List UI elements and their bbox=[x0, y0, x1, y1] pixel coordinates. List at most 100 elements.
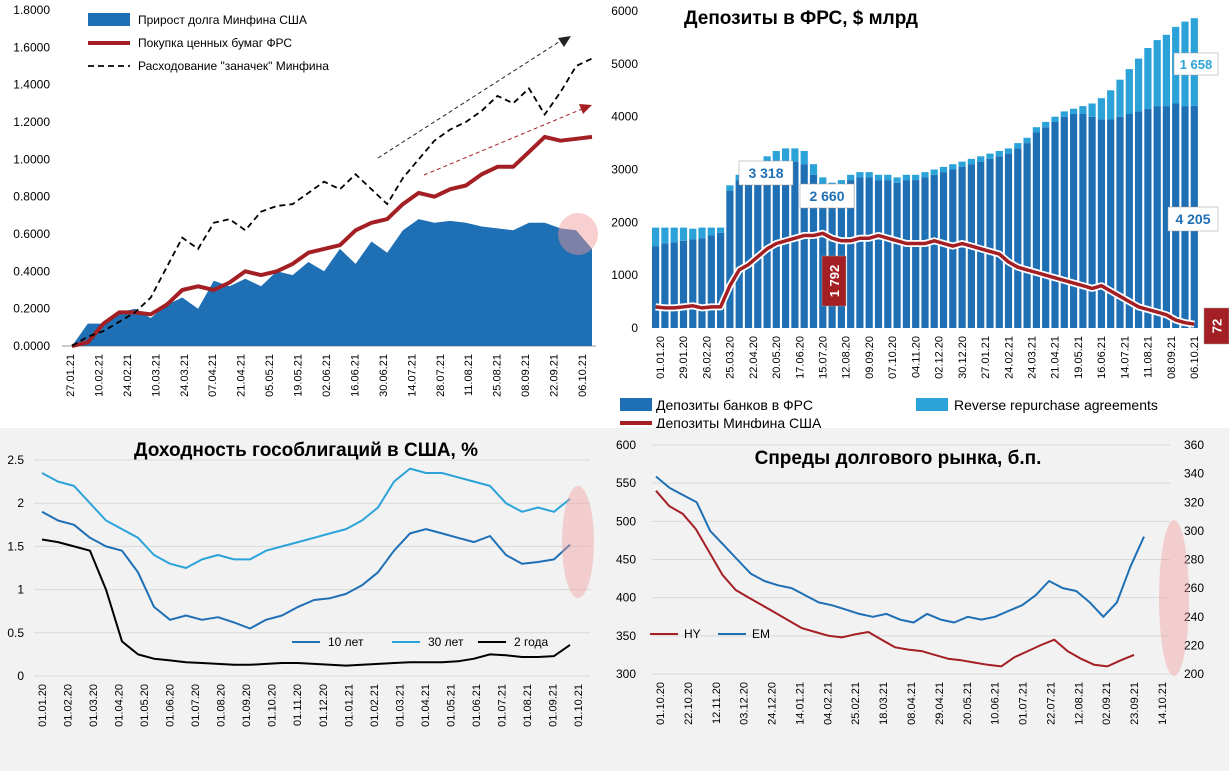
x-tick-label: 22.09.21 bbox=[549, 354, 561, 397]
y-tick-label: 500 bbox=[616, 514, 636, 528]
bar-reverse-repo bbox=[800, 151, 808, 165]
x-tick-label: 21.04.21 bbox=[1050, 336, 1062, 379]
bar-bank-deposits bbox=[1125, 114, 1133, 328]
data-label-tga-last: 72 bbox=[1210, 319, 1225, 333]
data-label-trough-box bbox=[799, 183, 855, 209]
data-label-peak: 3 318 bbox=[748, 165, 783, 181]
trend-arrow-black bbox=[377, 39, 563, 159]
bar-reverse-repo bbox=[782, 148, 790, 162]
bar-reverse-repo bbox=[912, 174, 920, 181]
bar-reverse-repo bbox=[791, 148, 799, 162]
series-line-treasury-deposits bbox=[655, 231, 1195, 326]
x-tick-label: 19.05.21 bbox=[1073, 336, 1085, 379]
bar-reverse-repo bbox=[726, 185, 734, 191]
y2-tick-label: 200 bbox=[1184, 667, 1204, 681]
x-tick-label: 01.01.21 bbox=[343, 684, 355, 727]
bar-reverse-repo bbox=[986, 153, 994, 159]
bar-reverse-repo bbox=[1060, 111, 1068, 117]
y-tick-label: 1000 bbox=[611, 268, 638, 282]
series-line-2y bbox=[41, 538, 571, 667]
y-tick-label: 0.8000 bbox=[13, 190, 50, 204]
bar-reverse-repo bbox=[1116, 79, 1124, 117]
bar-reverse-repo bbox=[698, 227, 706, 239]
y-tick-label: 1 bbox=[17, 583, 24, 597]
y-tick-label: 400 bbox=[616, 591, 636, 605]
bar-reverse-repo bbox=[1014, 143, 1022, 149]
bar-bank-deposits bbox=[884, 180, 892, 328]
x-tick-label: 02.12.20 bbox=[934, 336, 946, 379]
bar-bank-deposits bbox=[874, 180, 883, 328]
x-tick-label: 18.03.21 bbox=[878, 682, 890, 725]
x-tick-label: 14.07.21 bbox=[1119, 336, 1131, 379]
x-tick-label: 01.11.20 bbox=[292, 684, 304, 726]
bar-reverse-repo bbox=[819, 177, 827, 186]
bar-reverse-repo bbox=[1144, 48, 1152, 109]
x-tick-label: 21.04.21 bbox=[236, 354, 248, 397]
bar-reverse-repo bbox=[679, 227, 688, 241]
x-tick-label: 04.11.20 bbox=[910, 336, 922, 378]
x-tick-label: 27.01.21 bbox=[980, 336, 992, 379]
y-tick-label: 600 bbox=[616, 438, 636, 452]
y-tick-label: 2 bbox=[17, 496, 24, 510]
x-tick-label: 16.06.21 bbox=[1096, 336, 1108, 379]
chart-title: Доходность гособлигаций в США, % bbox=[134, 440, 478, 461]
bar-bank-deposits bbox=[856, 177, 864, 328]
bar-bank-deposits bbox=[735, 180, 743, 328]
x-tick-label: 01.10.20 bbox=[267, 684, 279, 727]
x-tick-label: 20.05.21 bbox=[962, 682, 974, 725]
legend-label: Прирост долга Минфина США bbox=[138, 13, 307, 27]
bar-reverse-repo bbox=[670, 227, 678, 243]
bar-bank-deposits bbox=[1144, 108, 1152, 328]
bar-bank-deposits bbox=[707, 235, 715, 328]
bar-bank-deposits bbox=[717, 232, 725, 328]
series-area-treasury-debt bbox=[72, 219, 592, 346]
bar-reverse-repo bbox=[1051, 116, 1059, 122]
x-tick-label: 12.11.20 bbox=[711, 682, 723, 724]
y-tick-label: 5000 bbox=[611, 57, 638, 71]
x-tick-label: 27.01.21 bbox=[65, 354, 77, 397]
bar-reverse-repo bbox=[847, 174, 855, 181]
bar-bank-deposits bbox=[661, 243, 669, 328]
x-tick-label: 17.06.20 bbox=[794, 336, 806, 379]
y-tick-label: 2000 bbox=[611, 215, 638, 229]
bar-reverse-repo bbox=[949, 164, 957, 170]
chart-treasury-debt: 0.0000 0.2000 0.4000 0.6000 0.8000 1.0000 1.20… bbox=[0, 0, 600, 428]
x-tick-label: 08.09.21 bbox=[1166, 336, 1178, 379]
bar-bank-deposits bbox=[912, 180, 920, 328]
legend-label: 10 лет bbox=[328, 635, 364, 649]
y2-tick-label: 300 bbox=[1184, 524, 1204, 538]
bar-reverse-repo bbox=[856, 172, 864, 178]
bar-bank-deposits bbox=[921, 177, 929, 328]
y-tick-label: 1.0000 bbox=[13, 152, 50, 166]
bar-reverse-repo bbox=[958, 161, 966, 167]
x-tick-label: 24.02.21 bbox=[1003, 336, 1015, 379]
series-line-fed-purchases bbox=[71, 134, 593, 348]
bar-reverse-repo bbox=[1070, 108, 1078, 114]
x-tick-label: 15.07.20 bbox=[818, 336, 830, 379]
bar-bank-deposits bbox=[1153, 106, 1161, 328]
highlight-ellipse bbox=[562, 486, 594, 598]
x-tick-label: 04.02.21 bbox=[822, 682, 834, 725]
bar-reverse-repo bbox=[884, 174, 892, 181]
bar-bank-deposits bbox=[670, 242, 678, 328]
chart-treasury-yields-svg: Доходность гособлигаций в США, % 0 0.5 1 1.5… bbox=[7, 440, 594, 727]
legend-label: HY bbox=[684, 627, 701, 641]
x-tick-label: 01.09.20 bbox=[241, 684, 253, 727]
x-tick-label: 11.08.21 bbox=[1143, 336, 1155, 378]
x-tick-label: 14.07.21 bbox=[406, 354, 418, 397]
legend-swatch-rrp bbox=[916, 398, 948, 411]
bar-reverse-repo bbox=[652, 227, 660, 247]
x-tick-label: 01.10.20 bbox=[655, 682, 667, 725]
chart-treasury-debt-svg: 0.0000 0.2000 0.4000 0.6000 0.8000 1.0000 1.20… bbox=[13, 3, 598, 397]
x-tick-label: 25.08.21 bbox=[492, 354, 504, 397]
chart-fed-deposits-svg: Депозиты в ФРС, $ млрд 0 1000 2000 3000 4000 5… bbox=[611, 4, 1229, 428]
series-line-10y bbox=[41, 510, 571, 630]
x-tick-label: 01.01.20 bbox=[655, 336, 667, 379]
y-tick-label: 2.5 bbox=[7, 453, 24, 467]
data-label-trough: 2 660 bbox=[809, 188, 844, 204]
x-tick-label: 24.12.20 bbox=[767, 682, 779, 725]
x-tick-label: 07.04.21 bbox=[207, 354, 219, 397]
x-tick-label: 10.02.21 bbox=[93, 354, 105, 397]
chart-fed-deposits: Депозиты в ФРС, $ млрд 0 1000 2000 3000 4000 5… bbox=[600, 0, 1229, 428]
y-tick-label: 450 bbox=[616, 553, 636, 567]
